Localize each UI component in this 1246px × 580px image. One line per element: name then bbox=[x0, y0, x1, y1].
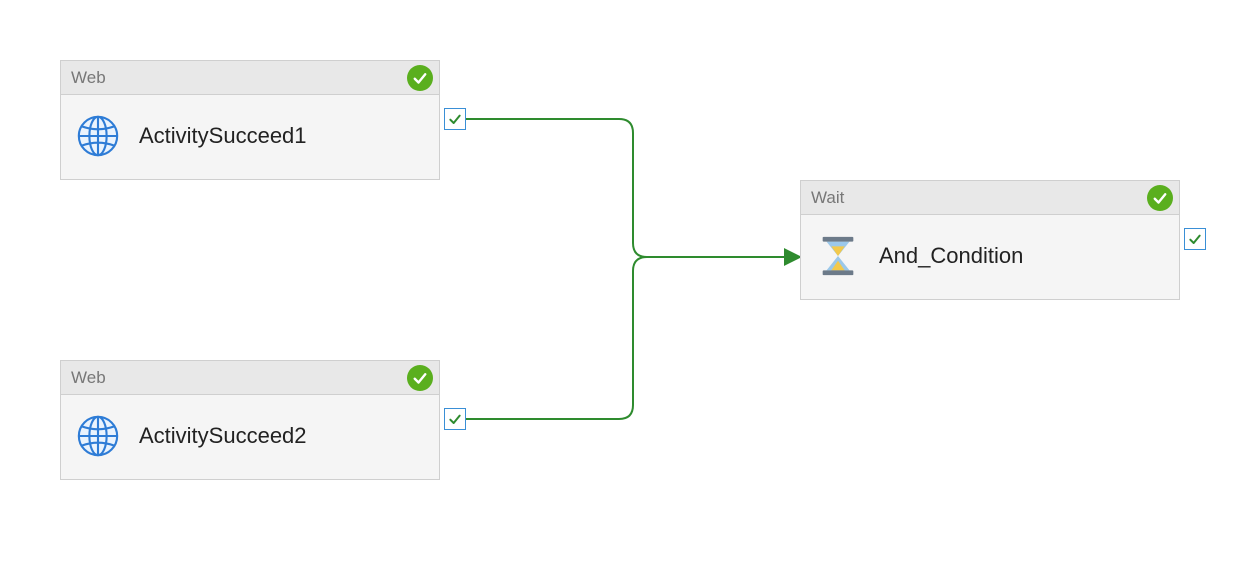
node-body: And_Condition bbox=[801, 215, 1179, 297]
status-success-icon bbox=[407, 365, 433, 391]
node-header: Web bbox=[61, 361, 439, 395]
success-output-port[interactable] bbox=[1184, 228, 1206, 250]
hourglass-icon bbox=[815, 233, 861, 279]
node-type-label: Wait bbox=[811, 188, 844, 208]
node-name-label: And_Condition bbox=[879, 243, 1023, 269]
node-type-label: Web bbox=[71, 368, 106, 388]
node-type-label: Web bbox=[71, 68, 106, 88]
node-header: Web bbox=[61, 61, 439, 95]
success-output-port[interactable] bbox=[444, 108, 466, 130]
globe-icon bbox=[75, 413, 121, 459]
node-body: ActivitySucceed2 bbox=[61, 395, 439, 477]
activity-node-n1[interactable]: Web ActivitySucceed1 bbox=[60, 60, 440, 180]
status-success-icon bbox=[407, 65, 433, 91]
node-header: Wait bbox=[801, 181, 1179, 215]
activity-node-n2[interactable]: Web ActivitySucceed2 bbox=[60, 360, 440, 480]
globe-icon bbox=[75, 113, 121, 159]
success-output-port[interactable] bbox=[444, 408, 466, 430]
node-name-label: ActivitySucceed2 bbox=[139, 423, 307, 449]
edge bbox=[466, 119, 800, 257]
node-body: ActivitySucceed1 bbox=[61, 95, 439, 177]
activity-node-n3[interactable]: Wait And_Condition bbox=[800, 180, 1180, 300]
edge bbox=[466, 257, 800, 419]
node-name-label: ActivitySucceed1 bbox=[139, 123, 307, 149]
status-success-icon bbox=[1147, 185, 1173, 211]
